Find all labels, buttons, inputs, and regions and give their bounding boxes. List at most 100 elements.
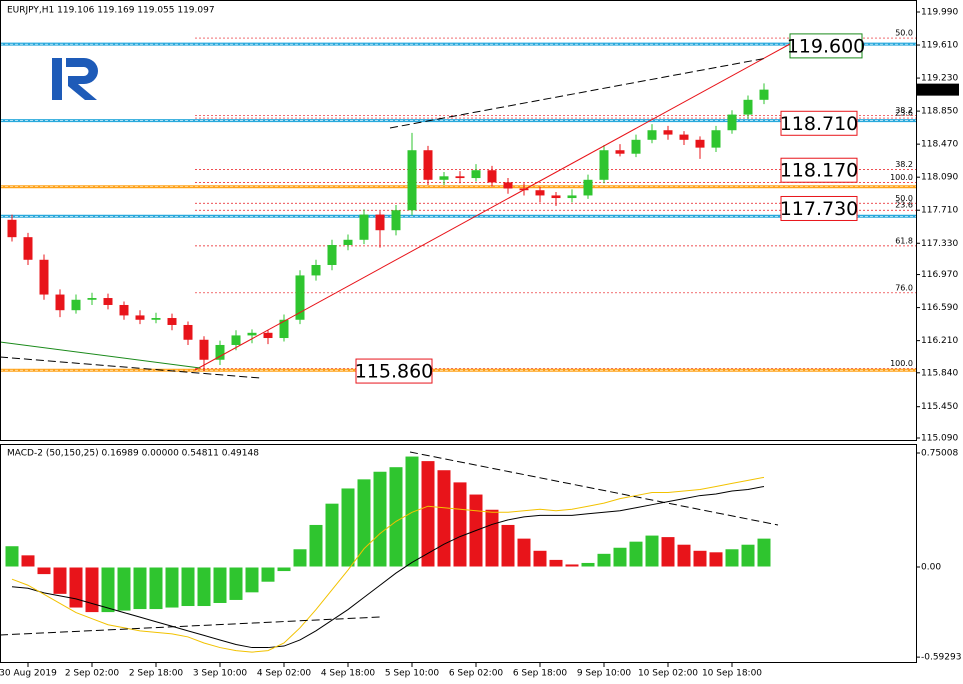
x-tick-label: 30 Aug 2019 bbox=[0, 669, 57, 679]
trend-line bbox=[0, 356, 261, 379]
chart-title: EURJPY,H1 119.106 119.169 119.055 119.09… bbox=[7, 6, 215, 16]
fibo-label: 100.0 bbox=[890, 359, 913, 368]
histogram-bar bbox=[228, 566, 244, 601]
last-price-tag bbox=[917, 83, 959, 96]
histogram-bar bbox=[340, 487, 356, 568]
candle-body bbox=[359, 214, 369, 240]
x-tick-label: 6 Sep 18:00 bbox=[513, 669, 568, 679]
x-tick-label: 4 Sep 02:00 bbox=[257, 669, 312, 679]
candle-body bbox=[423, 150, 433, 180]
histogram-bar bbox=[596, 552, 612, 568]
histogram-bar bbox=[244, 566, 260, 594]
x-tick-label: 10 Sep 18:00 bbox=[702, 669, 762, 679]
y-tick-label: 118.090 bbox=[921, 173, 958, 183]
histogram-bar bbox=[52, 566, 68, 595]
indicator-title: MACD-2 (50,150,25) 0.16989 0.00000 0.548… bbox=[7, 449, 259, 459]
candle-body bbox=[183, 324, 193, 340]
level-box-frame bbox=[789, 33, 863, 59]
logo bbox=[52, 58, 98, 100]
candle-body bbox=[615, 150, 625, 154]
level-box-frame bbox=[780, 195, 858, 221]
histogram-bar bbox=[292, 548, 308, 568]
histogram-bar bbox=[356, 478, 372, 568]
level-box: 119.600 bbox=[787, 33, 866, 59]
x-tick-label: 10 Sep 02:00 bbox=[638, 669, 698, 679]
y-tick-label: 116.210 bbox=[921, 336, 958, 346]
x-tick-label: 5 Sep 10:00 bbox=[385, 669, 440, 679]
histogram-bar bbox=[148, 566, 164, 611]
candle-body bbox=[23, 237, 33, 260]
y-tick-label: 116.970 bbox=[921, 270, 958, 280]
y-tick-label: -0.59293 bbox=[921, 653, 961, 663]
candle-body bbox=[151, 318, 161, 320]
fibo-label: 61.8 bbox=[895, 236, 913, 245]
histogram-bar bbox=[532, 549, 548, 568]
histogram-bar bbox=[484, 508, 500, 568]
candle-body bbox=[455, 176, 465, 179]
y-tick-label: 116.590 bbox=[921, 303, 958, 313]
y-tick-label: 117.330 bbox=[921, 239, 958, 249]
histogram-bar bbox=[164, 566, 180, 609]
histogram-bar bbox=[180, 566, 196, 608]
last-price-label: 119.097 bbox=[921, 85, 958, 95]
histogram-bar bbox=[100, 566, 116, 614]
level-box-frame bbox=[780, 110, 858, 136]
y-tick-label: 115.450 bbox=[921, 402, 958, 412]
y-tick-label: 119.610 bbox=[921, 41, 958, 51]
level-box-label: 115.860 bbox=[355, 361, 434, 383]
histogram-bar bbox=[196, 566, 212, 608]
histogram-bar bbox=[644, 534, 660, 568]
candle-body bbox=[567, 195, 577, 199]
histogram-bar bbox=[612, 546, 628, 568]
price-pane: 119.990 119.610 119.230 118.850 118.470 118.0… bbox=[0, 7, 959, 679]
fibo-label: 23.6 bbox=[895, 109, 913, 118]
candle-body bbox=[551, 195, 561, 199]
x-tick-label: 2 Sep 02:00 bbox=[65, 669, 120, 679]
y-tick-label: 115.090 bbox=[921, 434, 958, 444]
histogram-bar bbox=[564, 563, 580, 568]
fibo-label: 50.0 bbox=[895, 194, 913, 203]
histogram-bar bbox=[276, 566, 292, 573]
histogram-bar bbox=[308, 523, 324, 568]
candle-body bbox=[87, 298, 97, 300]
candle-body bbox=[727, 114, 737, 131]
histogram-bar bbox=[628, 540, 644, 568]
candle-body bbox=[439, 176, 449, 180]
histogram-bar bbox=[548, 558, 564, 568]
y-tick-label: 119.230 bbox=[921, 74, 958, 84]
indicator-line bbox=[11, 476, 765, 653]
fibo-label: 50.0 bbox=[895, 29, 913, 38]
y-tick-label: 118.470 bbox=[921, 140, 958, 150]
candle-body bbox=[391, 210, 401, 231]
candle-body bbox=[743, 99, 753, 115]
histogram-bar bbox=[20, 554, 36, 568]
fibo-label: 38.2 bbox=[895, 106, 913, 115]
histogram-bar bbox=[68, 566, 84, 609]
candle-body bbox=[327, 244, 337, 265]
candle-body bbox=[711, 130, 721, 148]
histogram-bar bbox=[404, 455, 420, 568]
candle-body bbox=[343, 239, 353, 245]
candle-body bbox=[103, 298, 113, 305]
y-tick-label: 118.850 bbox=[921, 107, 958, 117]
histogram-bar bbox=[388, 466, 404, 568]
histogram-bar bbox=[516, 537, 532, 568]
candle-body bbox=[135, 315, 145, 320]
histogram-bar bbox=[4, 545, 20, 568]
candle-body bbox=[55, 294, 65, 311]
histogram-bar bbox=[756, 537, 772, 568]
candle-body bbox=[407, 150, 417, 211]
pane-border bbox=[0, 444, 917, 663]
histogram-bar bbox=[36, 566, 52, 576]
histogram-bar bbox=[740, 543, 756, 568]
x-tick-label: 6 Sep 02:00 bbox=[449, 669, 504, 679]
level-box-label: 119.600 bbox=[787, 35, 866, 57]
histogram-bar bbox=[116, 566, 132, 612]
candle-body bbox=[7, 219, 17, 238]
level-box: 118.710 bbox=[780, 110, 858, 136]
histogram-bar bbox=[500, 523, 516, 568]
histogram-bar bbox=[372, 470, 388, 568]
candle-body bbox=[119, 304, 129, 316]
y-tick-label: 115.840 bbox=[921, 368, 958, 378]
histogram-bar bbox=[660, 536, 676, 568]
